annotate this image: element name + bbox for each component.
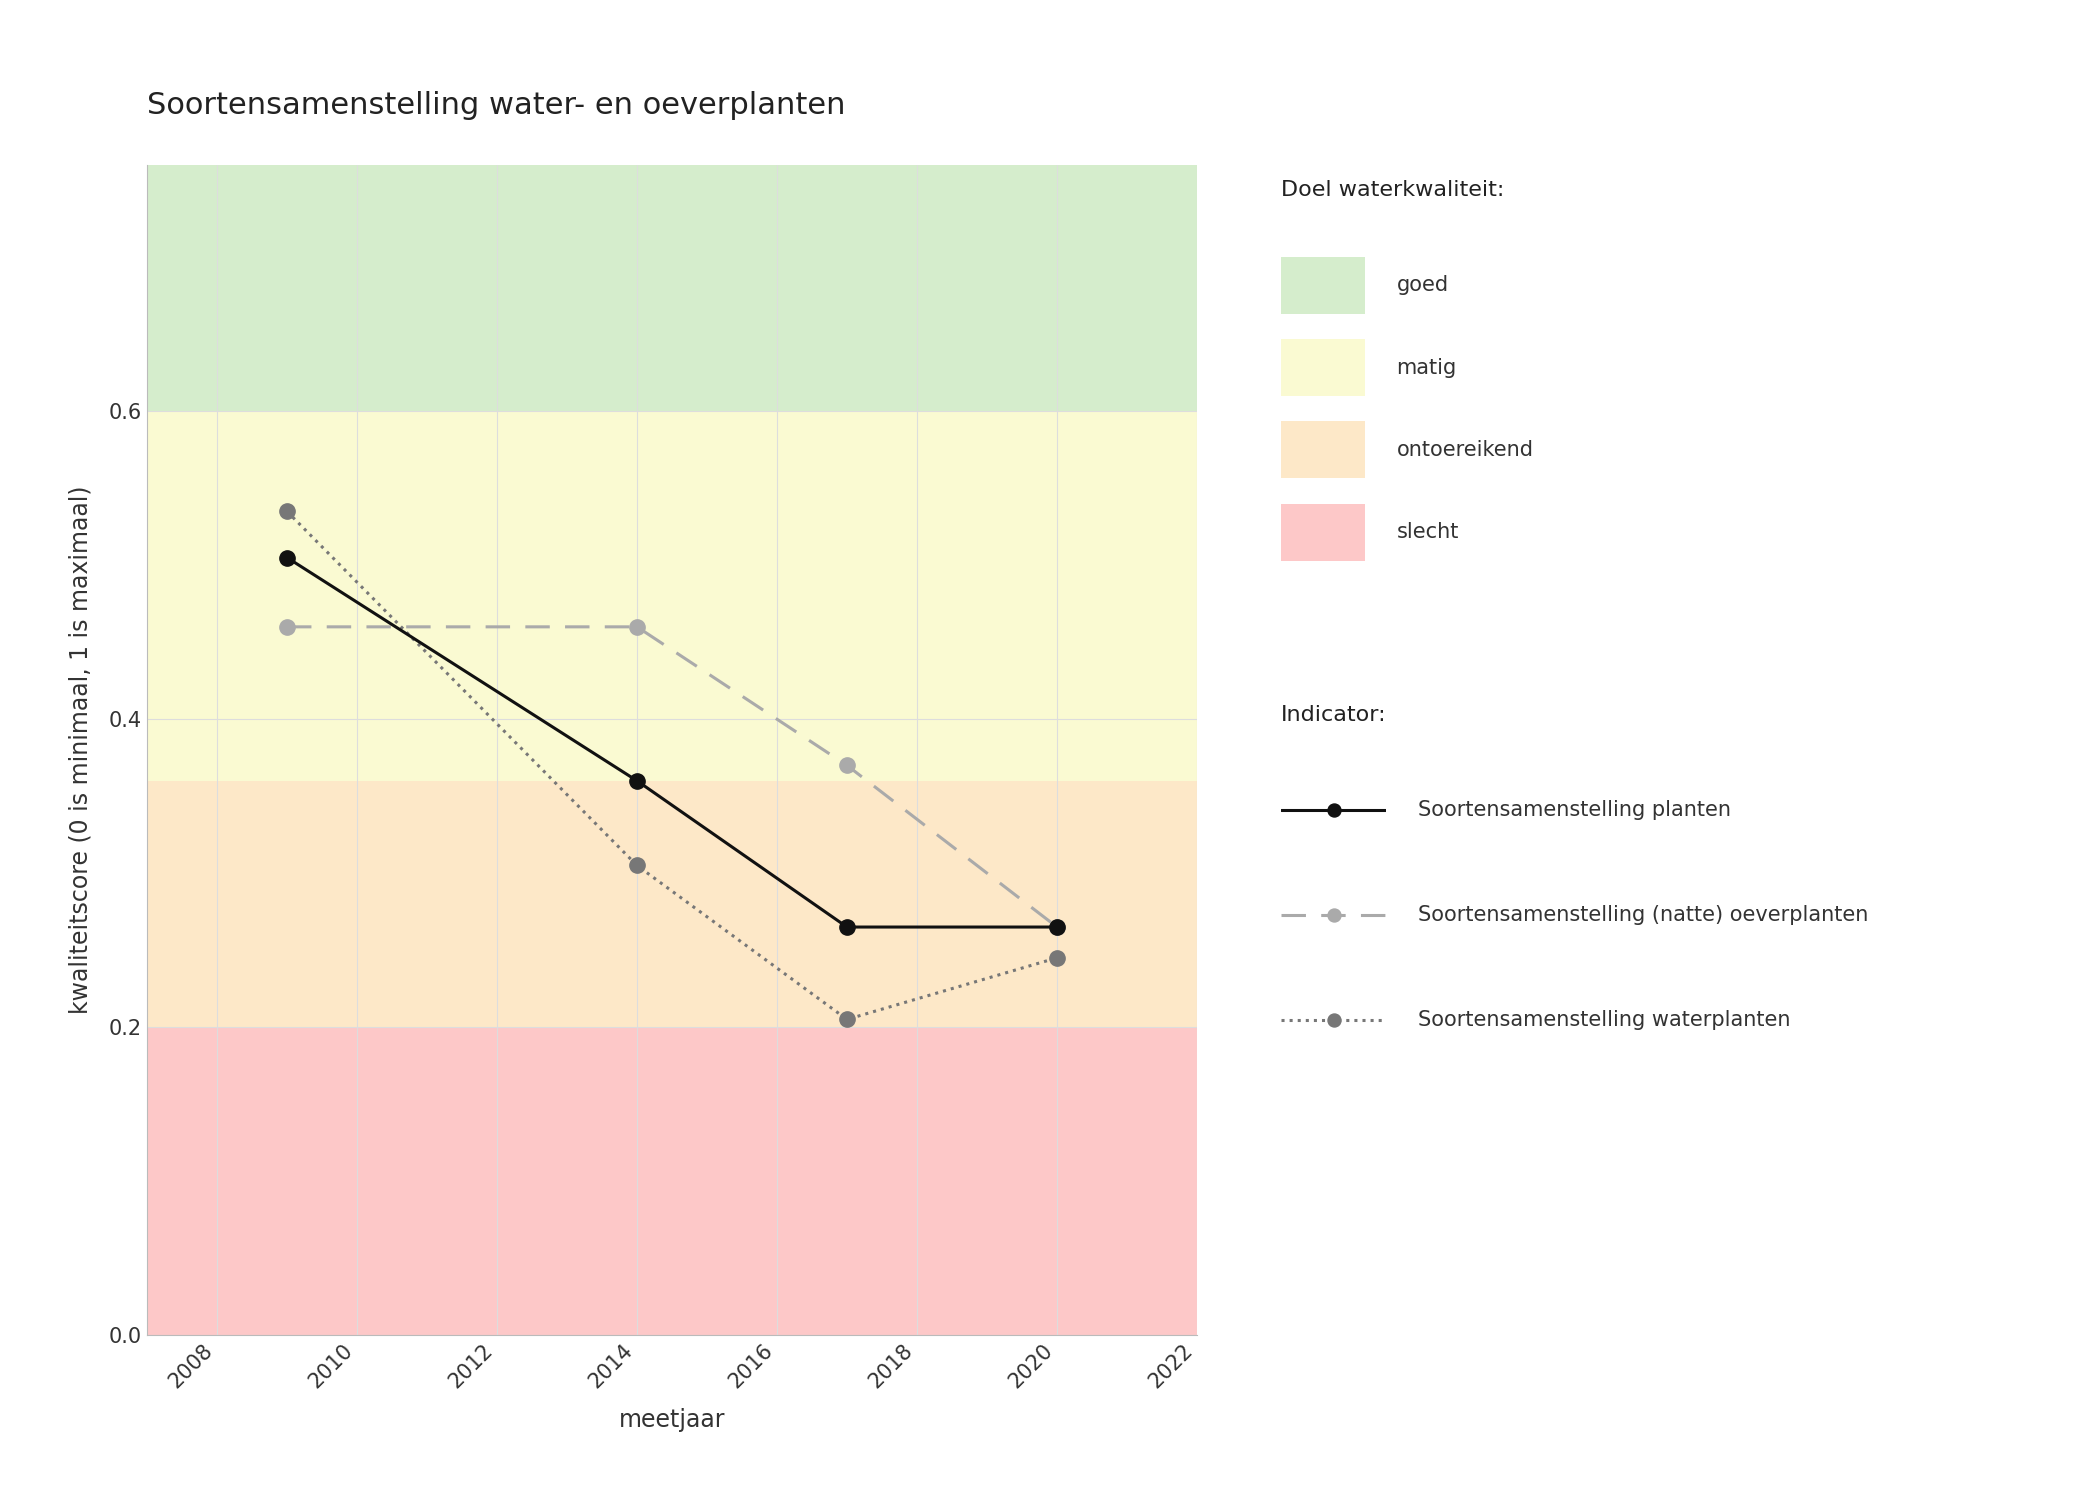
Text: Doel waterkwaliteit:: Doel waterkwaliteit: [1281, 180, 1504, 200]
Text: Soortensamenstelling (natte) oeverplanten: Soortensamenstelling (natte) oeverplante… [1418, 904, 1867, 926]
Bar [147, 411, 1197, 782]
Text: goed: goed [1396, 274, 1449, 296]
Text: Indicator:: Indicator: [1281, 705, 1386, 724]
Text: slecht: slecht [1396, 522, 1459, 543]
Y-axis label: kwaliteitscore (0 is minimaal, 1 is maximaal): kwaliteitscore (0 is minimaal, 1 is maxi… [67, 486, 92, 1014]
Text: Soortensamenstelling waterplanten: Soortensamenstelling waterplanten [1418, 1010, 1789, 1031]
Bar [147, 782, 1197, 1028]
X-axis label: meetjaar: meetjaar [620, 1408, 724, 1432]
Text: matig: matig [1396, 357, 1457, 378]
Text: Soortensamenstelling water- en oeverplanten: Soortensamenstelling water- en oeverplan… [147, 92, 846, 120]
Bar [147, 1028, 1197, 1335]
Text: ontoereikend: ontoereikend [1396, 440, 1533, 460]
Bar [147, 165, 1197, 411]
Text: Soortensamenstelling planten: Soortensamenstelling planten [1418, 800, 1730, 820]
